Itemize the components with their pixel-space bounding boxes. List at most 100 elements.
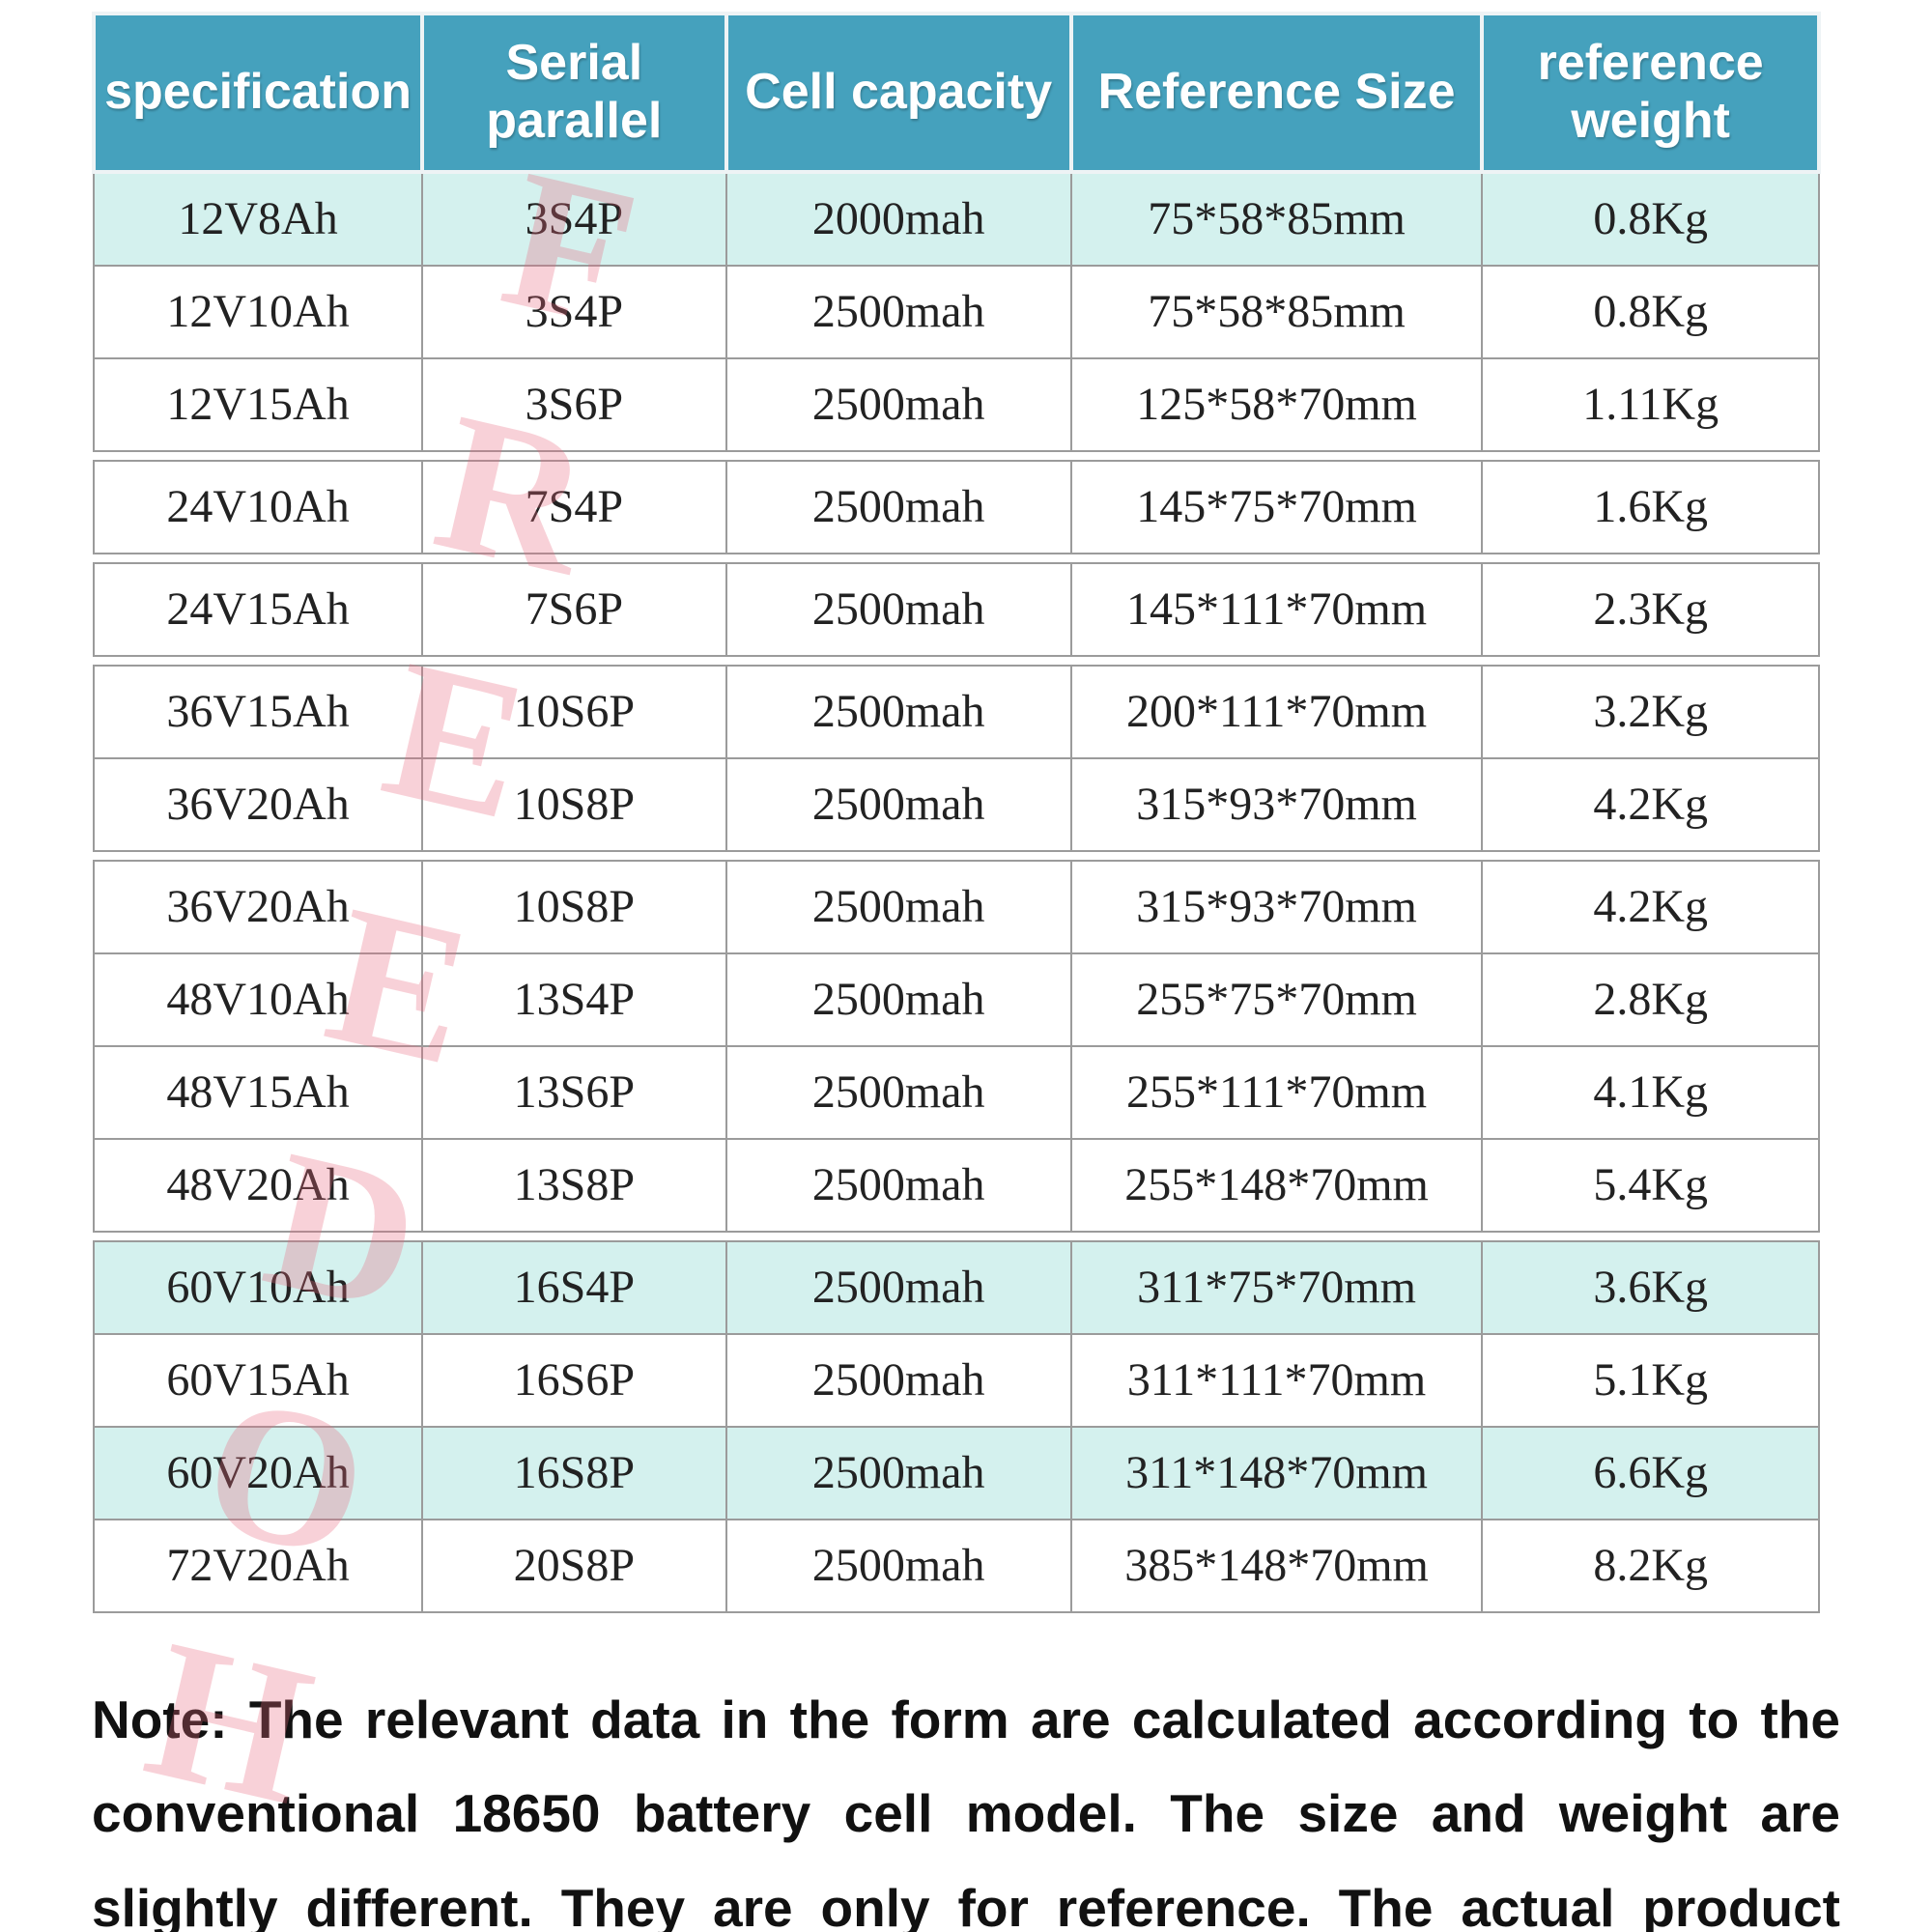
- cell-reference-size: 315*93*70mm: [1069, 756, 1484, 852]
- table-row: 12V8Ah 3S4P 2000mah 75*58*85mm 0.8Kg: [92, 170, 1820, 267]
- cell-cell-capacity: 2500mah: [724, 1044, 1072, 1140]
- cell-serial-parallel: 10S8P: [421, 756, 727, 852]
- cell-reference-size: 255*111*70mm: [1069, 1044, 1484, 1140]
- cell-cell-capacity: 2500mah: [724, 356, 1072, 452]
- cell-reference-size: 145*111*70mm: [1069, 561, 1484, 657]
- table-row: 72V20Ah 20S8P 2500mah 385*148*70mm 8.2Kg: [92, 1518, 1820, 1613]
- cell-specification: 48V10Ah: [92, 952, 424, 1047]
- cell-cell-capacity: 2500mah: [724, 561, 1072, 657]
- group-divider-cell: [94, 552, 1819, 564]
- table-header: specification Serial parallel Cell capacit…: [91, 12, 1821, 174]
- cell-reference-weight: 1.6Kg: [1481, 459, 1820, 554]
- group-divider: [94, 449, 1819, 462]
- header-row: specification Serial parallel Cell capacit…: [91, 12, 1821, 174]
- cell-reference-size: 75*58*85mm: [1069, 170, 1484, 267]
- cell-specification: 24V15Ah: [92, 561, 424, 657]
- cell-reference-weight: 8.2Kg: [1481, 1518, 1820, 1613]
- cell-reference-weight: 3.6Kg: [1481, 1239, 1820, 1335]
- table-row: 60V20Ah 16S8P 2500mah 311*148*70mm 6.6Kg: [92, 1425, 1820, 1520]
- cell-specification: 36V20Ah: [92, 756, 424, 852]
- cell-reference-weight: 6.6Kg: [1481, 1425, 1820, 1520]
- table-row: 36V20Ah 10S8P 2500mah 315*93*70mm 4.2Kg: [92, 859, 1820, 954]
- cell-specification: 24V10Ah: [92, 459, 424, 554]
- cell-reference-weight: 4.2Kg: [1481, 756, 1820, 852]
- cell-reference-size: 255*75*70mm: [1069, 952, 1484, 1047]
- cell-reference-size: 315*93*70mm: [1069, 859, 1484, 954]
- cell-cell-capacity: 2500mah: [724, 1518, 1072, 1613]
- cell-serial-parallel: 20S8P: [421, 1518, 727, 1613]
- cell-serial-parallel: 7S6P: [421, 561, 727, 657]
- table-body: 12V8Ah 3S4P 2000mah 75*58*85mm 0.8Kg 12V10Ah 3…: [92, 170, 1820, 1613]
- cell-cell-capacity: 2500mah: [724, 664, 1072, 759]
- cell-serial-parallel: 3S4P: [421, 170, 727, 267]
- cell-reference-size: 311*75*70mm: [1069, 1239, 1484, 1335]
- group-divider-cell: [94, 849, 1819, 862]
- cell-specification: 72V20Ah: [92, 1518, 424, 1613]
- cell-reference-size: 125*58*70mm: [1069, 356, 1484, 452]
- cell-reference-weight: 0.8Kg: [1481, 170, 1820, 267]
- cell-reference-size: 311*111*70mm: [1069, 1332, 1484, 1428]
- cell-cell-capacity: 2500mah: [724, 1137, 1072, 1233]
- cell-specification: 48V20Ah: [92, 1137, 424, 1233]
- cell-specification: 12V8Ah: [92, 170, 424, 267]
- cell-reference-weight: 2.3Kg: [1481, 561, 1820, 657]
- cell-serial-parallel: 16S4P: [421, 1239, 727, 1335]
- cell-reference-size: 145*75*70mm: [1069, 459, 1484, 554]
- cell-serial-parallel: 3S4P: [421, 264, 727, 359]
- cell-specification: 36V20Ah: [92, 859, 424, 954]
- cell-serial-parallel: 13S6P: [421, 1044, 727, 1140]
- cell-reference-weight: 2.8Kg: [1481, 952, 1820, 1047]
- cell-reference-weight: 1.11Kg: [1481, 356, 1820, 452]
- cell-serial-parallel: 10S6P: [421, 664, 727, 759]
- cell-specification: 48V15Ah: [92, 1044, 424, 1140]
- cell-cell-capacity: 2500mah: [724, 1239, 1072, 1335]
- group-divider: [94, 1230, 1819, 1242]
- cell-serial-parallel: 16S8P: [421, 1425, 727, 1520]
- group-divider-cell: [94, 654, 1819, 667]
- cell-cell-capacity: 2500mah: [724, 756, 1072, 852]
- header-cell-reference-weight: reference weight: [1480, 12, 1821, 174]
- cell-reference-weight: 4.2Kg: [1481, 859, 1820, 954]
- cell-specification: 36V15Ah: [92, 664, 424, 759]
- table-row: 24V10Ah 7S4P 2500mah 145*75*70mm 1.6Kg: [92, 459, 1820, 554]
- table-row: 60V10Ah 16S4P 2500mah 311*75*70mm 3.6Kg: [92, 1239, 1820, 1335]
- cell-reference-weight: 5.4Kg: [1481, 1137, 1820, 1233]
- header-cell-serial-parallel: Serial parallel: [420, 12, 728, 174]
- cell-serial-parallel: 16S6P: [421, 1332, 727, 1428]
- header-cell-specification: specification: [91, 12, 425, 174]
- table-row: 48V10Ah 13S4P 2500mah 255*75*70mm 2.8Kg: [92, 952, 1820, 1047]
- cell-cell-capacity: 2500mah: [724, 952, 1072, 1047]
- cell-cell-capacity: 2000mah: [724, 170, 1072, 267]
- cell-reference-weight: 4.1Kg: [1481, 1044, 1820, 1140]
- cell-specification: 60V20Ah: [92, 1425, 424, 1520]
- cell-reference-weight: 0.8Kg: [1481, 264, 1820, 359]
- cell-reference-size: 311*148*70mm: [1069, 1425, 1484, 1520]
- table-row: 24V15Ah 7S6P 2500mah 145*111*70mm 2.3Kg: [92, 561, 1820, 657]
- cell-cell-capacity: 2500mah: [724, 1425, 1072, 1520]
- group-divider: [94, 849, 1819, 862]
- cell-cell-capacity: 2500mah: [724, 1332, 1072, 1428]
- group-divider-cell: [94, 449, 1819, 462]
- note-text: Note: The relevant data in the form are …: [92, 1689, 1840, 1932]
- cell-reference-weight: 5.1Kg: [1481, 1332, 1820, 1428]
- cell-reference-size: 200*111*70mm: [1069, 664, 1484, 759]
- group-divider: [94, 552, 1819, 564]
- cell-reference-size: 75*58*85mm: [1069, 264, 1484, 359]
- cell-serial-parallel: 7S4P: [421, 459, 727, 554]
- table-row: 12V10Ah 3S4P 2500mah 75*58*85mm 0.8Kg: [92, 264, 1820, 359]
- cell-reference-size: 255*148*70mm: [1069, 1137, 1484, 1233]
- header-cell-cell-capacity: Cell capacity: [724, 12, 1073, 174]
- cell-reference-size: 385*148*70mm: [1069, 1518, 1484, 1613]
- cell-serial-parallel: 13S4P: [421, 952, 727, 1047]
- table-row: 12V15Ah 3S6P 2500mah 125*58*70mm 1.11Kg: [92, 356, 1820, 452]
- cell-serial-parallel: 10S8P: [421, 859, 727, 954]
- table-row: 48V15Ah 13S6P 2500mah 255*111*70mm 4.1Kg: [92, 1044, 1820, 1140]
- cell-specification: 12V15Ah: [92, 356, 424, 452]
- table-row: 60V15Ah 16S6P 2500mah 311*111*70mm 5.1Kg: [92, 1332, 1820, 1428]
- battery-spec-table: specification Serial parallel Cell capacit…: [91, 12, 1821, 1613]
- cell-specification: 12V10Ah: [92, 264, 424, 359]
- table-row: 36V20Ah 10S8P 2500mah 315*93*70mm 4.2Kg: [92, 756, 1820, 852]
- cell-specification: 60V15Ah: [92, 1332, 424, 1428]
- table-row: 36V15Ah 10S6P 2500mah 200*111*70mm 3.2Kg: [92, 664, 1820, 759]
